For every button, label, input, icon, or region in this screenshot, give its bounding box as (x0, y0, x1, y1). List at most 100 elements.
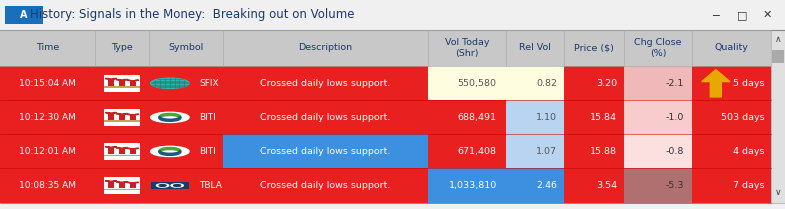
Circle shape (156, 184, 169, 187)
Text: □: □ (737, 10, 748, 20)
Bar (108, 148, 115, 154)
Text: 7 days: 7 days (733, 181, 765, 190)
Bar (624, 66, 692, 100)
Bar (0, 168, 95, 203)
Bar (692, 66, 771, 100)
Text: -0.8: -0.8 (666, 147, 684, 156)
Text: 15.84: 15.84 (590, 113, 617, 122)
Bar (506, 100, 564, 134)
Bar (95, 134, 149, 168)
Text: ∧: ∧ (775, 35, 781, 45)
Bar (223, 100, 428, 134)
Text: Symbol: Symbol (169, 43, 204, 52)
Text: Time: Time (35, 43, 59, 52)
Bar (149, 134, 223, 168)
Text: BITI: BITI (199, 147, 216, 156)
Text: History: Signals in the Money:  Breaking out on Volume: History: Signals in the Money: Breaking … (30, 8, 354, 21)
Bar (130, 184, 136, 189)
FancyArrow shape (116, 148, 128, 149)
Text: BITI: BITI (199, 113, 216, 122)
Text: Crossed daily lows support.: Crossed daily lows support. (260, 147, 390, 156)
Bar (104, 189, 140, 190)
Bar (506, 134, 564, 168)
Bar (772, 50, 783, 63)
Bar (130, 116, 136, 120)
Bar (95, 100, 149, 134)
Text: 4 days: 4 days (733, 147, 765, 156)
Text: -1.0: -1.0 (666, 113, 684, 122)
Bar (428, 134, 506, 168)
Bar (0, 30, 771, 66)
Text: Crossed daily lows support.: Crossed daily lows support. (260, 113, 390, 122)
Text: 3.54: 3.54 (596, 181, 617, 190)
Bar (624, 100, 692, 134)
Text: Rel Vol: Rel Vol (519, 43, 551, 52)
Bar (149, 168, 223, 203)
Bar (104, 143, 140, 160)
Bar (223, 134, 428, 168)
FancyArrow shape (127, 80, 139, 81)
Circle shape (151, 112, 189, 122)
Bar (0, 100, 95, 134)
Bar (0, 0, 785, 30)
Bar (692, 100, 771, 134)
Bar (119, 149, 125, 154)
Text: TBLA: TBLA (199, 181, 222, 190)
Text: Crossed daily lows support.: Crossed daily lows support. (260, 79, 390, 88)
Bar (692, 168, 771, 203)
Text: 5 days: 5 days (733, 79, 765, 88)
Text: 503 days: 503 days (721, 113, 765, 122)
Bar (624, 134, 692, 168)
Text: Chg Close
(%): Chg Close (%) (634, 38, 682, 58)
Bar (104, 109, 140, 126)
Text: 2.46: 2.46 (536, 181, 557, 190)
Bar (564, 134, 624, 168)
Bar (119, 115, 125, 120)
FancyArrow shape (105, 79, 117, 80)
Circle shape (173, 185, 181, 186)
Text: 550,580: 550,580 (458, 79, 497, 88)
Text: SFIX: SFIX (199, 79, 219, 88)
Text: 15.88: 15.88 (590, 147, 617, 156)
FancyArrow shape (116, 113, 128, 115)
Text: Price ($): Price ($) (574, 43, 614, 52)
FancyArrow shape (127, 182, 139, 184)
Circle shape (171, 184, 183, 187)
Text: 1,033,810: 1,033,810 (448, 181, 497, 190)
Bar (119, 183, 125, 189)
Text: Type: Type (111, 43, 133, 52)
FancyArrow shape (127, 148, 139, 149)
Bar (428, 100, 506, 134)
Bar (564, 66, 624, 100)
Bar (428, 66, 506, 100)
Text: ∨: ∨ (775, 188, 781, 197)
FancyArrow shape (702, 70, 730, 97)
Circle shape (151, 146, 189, 157)
Bar (130, 150, 136, 154)
FancyArrow shape (116, 79, 128, 81)
Bar (104, 154, 140, 156)
Text: 671,408: 671,408 (458, 147, 497, 156)
Text: 3.20: 3.20 (596, 79, 617, 88)
Bar (0, 134, 95, 168)
Bar (151, 182, 189, 189)
Bar (108, 182, 115, 189)
Text: -5.3: -5.3 (666, 181, 684, 190)
FancyArrow shape (116, 182, 128, 183)
Bar (104, 75, 140, 92)
Bar (149, 66, 223, 100)
Bar (624, 168, 692, 203)
Bar (692, 134, 771, 168)
Text: 1.10: 1.10 (536, 113, 557, 122)
Circle shape (159, 185, 166, 186)
FancyArrow shape (105, 147, 117, 148)
Bar (95, 168, 149, 203)
Bar (771, 30, 785, 203)
Text: 10:12:30 AM: 10:12:30 AM (19, 113, 76, 122)
Bar (104, 120, 140, 122)
Bar (428, 168, 506, 203)
Bar (149, 100, 223, 134)
Bar (223, 168, 428, 203)
Text: ─: ─ (713, 10, 719, 20)
Bar (104, 177, 140, 194)
